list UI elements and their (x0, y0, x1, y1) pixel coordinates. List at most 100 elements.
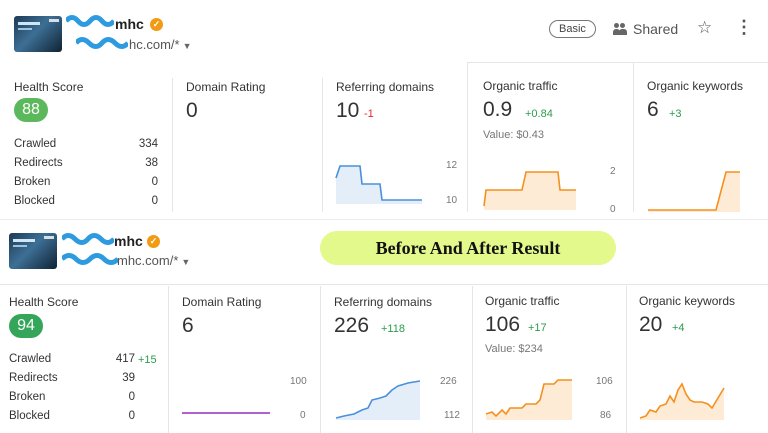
divider (0, 284, 768, 285)
redaction-scribble (62, 253, 118, 265)
before-after-banner: Before And After Result (320, 231, 616, 265)
divider (320, 286, 321, 433)
axis-min: 112 (444, 410, 460, 421)
organic-keywords-label: Organic keywords (639, 294, 736, 308)
redaction-scribble (66, 15, 114, 27)
divider (467, 62, 768, 63)
axis-min: 10 (446, 195, 458, 206)
divider (472, 286, 473, 433)
stat-label-blocked: Blocked (14, 195, 55, 207)
stat-value-broken[interactable]: 0 (128, 391, 135, 403)
axis-max: 12 (446, 160, 458, 171)
organic-traffic-label: Organic traffic (485, 294, 560, 308)
verified-badge-icon: ✓ (150, 18, 163, 31)
organic-traffic-delta: +17 (528, 322, 547, 334)
referring-domains-label: Referring domains (334, 295, 433, 309)
plan-badge: Basic (549, 20, 596, 38)
redaction-scribble (76, 37, 128, 49)
site-url[interactable]: mhc.com/* ▼ (117, 253, 191, 268)
stat-delta-crawled: +15 (138, 354, 157, 366)
organic-traffic-value[interactable]: 106 (485, 313, 521, 336)
before-panel: mhc ✓ hc.com/* ▼ Basic Shared ☆ ⋮ Health … (14, 15, 768, 215)
site-name: mhc (114, 233, 143, 249)
organic-keywords-delta: +4 (672, 322, 685, 334)
redaction-scribble (62, 233, 114, 245)
axis-min: 0 (610, 204, 616, 215)
site-thumbnail[interactable] (9, 233, 57, 269)
referring-domains-value[interactable]: 10 (336, 99, 360, 122)
people-icon (613, 23, 627, 35)
referring-domains-label: Referring domains (336, 80, 435, 94)
organic-keywords-chart (639, 382, 725, 420)
referring-domains-line (335, 380, 421, 419)
referring-domains-chart (335, 165, 422, 204)
organic-traffic-value[interactable]: 0.9 (483, 98, 513, 121)
stat-value-crawled[interactable]: 334 (138, 138, 158, 150)
stat-label-broken: Broken (14, 176, 51, 188)
divider (633, 62, 634, 212)
organic-traffic-chart (483, 171, 576, 210)
site-url[interactable]: hc.com/* ▼ (129, 37, 192, 52)
referring-domains-delta: +118 (381, 323, 405, 335)
domain-rating-chart (182, 412, 270, 414)
health-score-badge[interactable]: 88 (14, 98, 48, 122)
stat-value-redirects[interactable]: 39 (122, 372, 135, 384)
organic-keywords-value[interactable]: 6 (647, 98, 659, 121)
axis-min: 0 (300, 410, 306, 421)
stat-value-blocked[interactable]: 0 (128, 410, 135, 422)
referring-domains-value[interactable]: 226 (334, 314, 370, 337)
divider (168, 286, 169, 433)
axis-min: 86 (600, 410, 612, 421)
star-icon[interactable]: ☆ (697, 18, 713, 37)
divider (172, 78, 173, 212)
domain-rating-label: Domain Rating (182, 295, 262, 309)
stat-value-blocked[interactable]: 0 (151, 195, 158, 207)
panel-separator (0, 219, 768, 220)
site-name: mhc (115, 16, 144, 32)
site-thumbnail[interactable] (14, 16, 62, 52)
referring-domains-delta: -1 (364, 108, 374, 120)
organic-keywords-line (648, 171, 740, 211)
organic-traffic-line (485, 379, 572, 418)
axis-max: 106 (596, 376, 613, 387)
domain-rating-value[interactable]: 0 (186, 99, 198, 122)
more-vertical-icon[interactable]: ⋮ (735, 17, 753, 37)
caret-down-icon: ▼ (181, 257, 191, 267)
organic-traffic-value-subtext: Value: $0.43 (483, 129, 544, 141)
health-score-label: Health Score (9, 295, 79, 309)
domain-rating-label: Domain Rating (186, 80, 266, 94)
shared-button[interactable]: Shared (613, 21, 678, 37)
referring-domains-line (335, 165, 422, 201)
stat-label-crawled: Crawled (9, 353, 52, 365)
stat-label-blocked: Blocked (9, 410, 50, 422)
axis-max: 226 (440, 376, 457, 387)
referring-domains-chart (335, 380, 421, 420)
organic-keywords-chart (648, 171, 740, 212)
organic-keywords-label: Organic keywords (647, 79, 744, 93)
organic-keywords-value[interactable]: 20 (639, 313, 663, 336)
organic-traffic-label: Organic traffic (483, 79, 558, 93)
caret-down-icon: ▼ (182, 41, 192, 51)
stat-label-broken: Broken (9, 391, 46, 403)
divider (626, 286, 627, 433)
stat-label-crawled: Crawled (14, 138, 57, 150)
domain-rating-value[interactable]: 6 (182, 314, 194, 337)
stat-label-redirects: Redirects (14, 157, 63, 169)
organic-traffic-delta: +0.84 (525, 108, 553, 120)
stat-value-broken[interactable]: 0 (151, 176, 158, 188)
health-score-label: Health Score (14, 80, 84, 94)
stat-value-redirects[interactable]: 38 (145, 157, 158, 169)
stat-label-redirects: Redirects (9, 372, 58, 384)
organic-traffic-line (483, 171, 576, 207)
divider (467, 62, 468, 212)
axis-max: 100 (290, 376, 307, 387)
organic-traffic-value-subtext: Value: $234 (485, 343, 543, 355)
verified-badge-icon: ✓ (147, 235, 160, 248)
health-score-badge[interactable]: 94 (9, 314, 43, 338)
organic-keywords-line (639, 382, 725, 419)
organic-keywords-delta: +3 (669, 108, 682, 120)
stat-value-crawled[interactable]: 417 (115, 353, 135, 365)
axis-max: 2 (610, 166, 616, 177)
organic-traffic-chart (485, 379, 572, 420)
divider (322, 78, 323, 212)
